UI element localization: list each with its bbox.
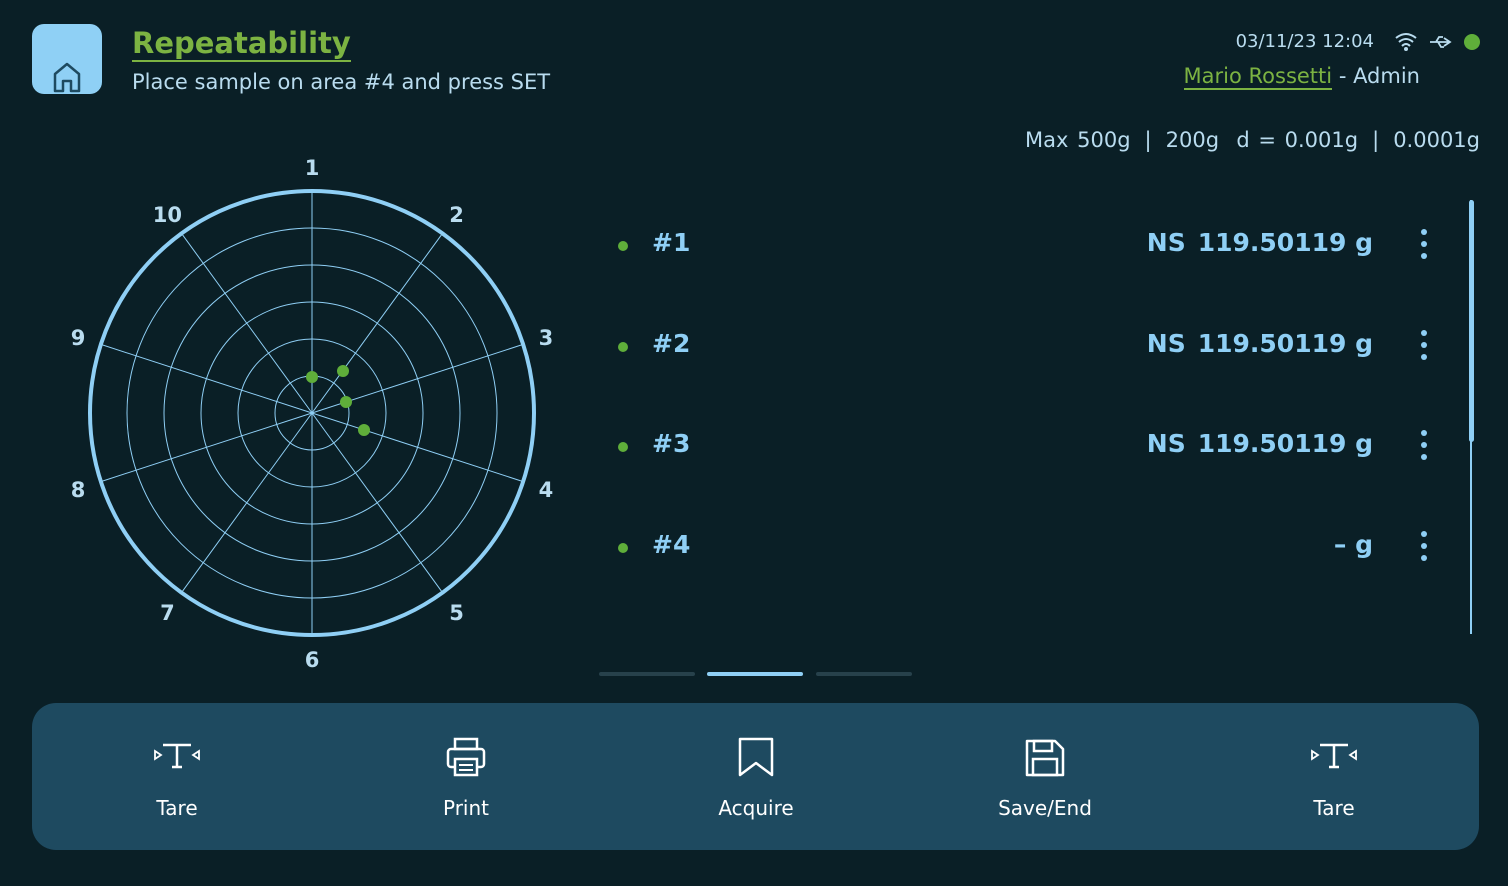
- toolbar-button[interactable]: Save/End: [945, 735, 1145, 820]
- row-label: #2: [652, 328, 691, 358]
- user: Mario Rossetti - Admin: [1183, 64, 1420, 90]
- outer-ring: [88, 189, 536, 637]
- row-value: NS 119.50119 g: [1147, 329, 1373, 358]
- row-dot: [618, 341, 628, 352]
- polar-label: 7: [160, 601, 175, 625]
- row-label: #4: [652, 529, 691, 559]
- page-indicator-active[interactable]: [707, 672, 803, 676]
- capacity-part: Max 500g: [1025, 128, 1131, 152]
- toolbar-button[interactable]: Tare: [1234, 735, 1434, 820]
- button-label: Acquire: [718, 796, 794, 820]
- row-weight: 119.50119 g: [1197, 429, 1373, 458]
- spoke: [311, 412, 443, 593]
- result-row: #4 – g: [612, 530, 1442, 570]
- sample-dot: [358, 424, 370, 436]
- sample-dot: [340, 396, 352, 408]
- row-value: – g: [1322, 530, 1373, 559]
- toolbar-button[interactable]: Acquire: [656, 735, 856, 820]
- spoke: [100, 343, 313, 414]
- row-weight: – g: [1333, 529, 1373, 559]
- user-role: - Admin: [1338, 64, 1420, 88]
- row-menu[interactable]: [1420, 429, 1428, 461]
- button-icon: [77, 735, 277, 784]
- button-icon: [366, 735, 566, 784]
- row-menu[interactable]: [1420, 228, 1428, 260]
- row-dot: [618, 241, 628, 251]
- sample-dot: [306, 371, 318, 383]
- row-label: #1: [652, 228, 691, 257]
- sample-dot: [337, 365, 349, 377]
- polar-label: 2: [449, 203, 464, 227]
- subtitle: Place sample on area #4 and press SET: [132, 70, 551, 94]
- row-label: #3: [652, 429, 691, 458]
- result-row: #3 NS 119.50119 g: [612, 429, 1442, 469]
- polar-label: 4: [539, 478, 554, 502]
- capacity: Max 500g | 200g d = 0.001g | 0.0001g: [1011, 128, 1480, 152]
- polar-label: 9: [71, 326, 86, 350]
- page-indicator[interactable]: [599, 672, 695, 676]
- title: Repeatability: [132, 26, 351, 62]
- polar-label: 5: [449, 601, 464, 625]
- row-dot: [618, 542, 628, 553]
- spoke: [181, 233, 313, 414]
- row-weight: 119.50119 g: [1197, 228, 1373, 257]
- result-row: #2 NS 119.50119 g: [612, 329, 1442, 369]
- button-icon: [945, 735, 1145, 784]
- button-label: Tare: [1313, 796, 1355, 820]
- result-row: #1 NS 119.50119 g: [612, 228, 1442, 268]
- spoke: [311, 233, 443, 414]
- polar-label: 3: [539, 326, 554, 350]
- toolbar: [32, 703, 1479, 850]
- row-dot: [618, 442, 628, 452]
- scroll-thumb[interactable]: [1469, 200, 1474, 442]
- button-label: Print: [442, 796, 489, 820]
- row-menu[interactable]: [1420, 530, 1428, 562]
- toolbar-button[interactable]: Tare: [77, 735, 277, 820]
- button-label: Tare: [156, 796, 198, 820]
- spoke: [311, 412, 524, 483]
- row-flag: NS: [1146, 328, 1186, 358]
- page-indicator[interactable]: [816, 672, 912, 676]
- row-flag: NS: [1146, 429, 1186, 458]
- datetime: 03/11/23 12:04: [1235, 31, 1374, 52]
- spoke: [100, 412, 313, 483]
- spoke: [181, 412, 313, 593]
- row-menu[interactable]: [1420, 329, 1428, 361]
- home-button[interactable]: [32, 24, 102, 94]
- polar-label: 10: [153, 203, 182, 227]
- row-flag: NS: [1146, 228, 1186, 257]
- row-value: NS 119.50119 g: [1147, 429, 1373, 458]
- polar-label: 1: [305, 156, 320, 180]
- button-icon: [656, 735, 856, 784]
- status-icons: [1395, 33, 1480, 51]
- toolbar-button[interactable]: Print: [366, 735, 566, 820]
- polar-label: 8: [71, 478, 86, 502]
- home-icon: [53, 62, 81, 93]
- user-name[interactable]: Mario Rossetti: [1183, 64, 1333, 90]
- polar-label: 6: [305, 648, 320, 672]
- button-icon: [1234, 735, 1434, 784]
- row-value: NS 119.50119 g: [1147, 228, 1373, 257]
- button-label: Save/End: [998, 796, 1092, 820]
- capacity-part: 200g d = 0.001g: [1165, 128, 1359, 152]
- row-weight: 119.50119 g: [1197, 328, 1373, 358]
- capacity-part: 0.0001g: [1393, 128, 1480, 152]
- capacity-part: |: [1372, 128, 1380, 152]
- capacity-part: |: [1144, 128, 1152, 152]
- polar-plot: 1 2 3 4 5 6 7 8 9 10: [71, 156, 554, 672]
